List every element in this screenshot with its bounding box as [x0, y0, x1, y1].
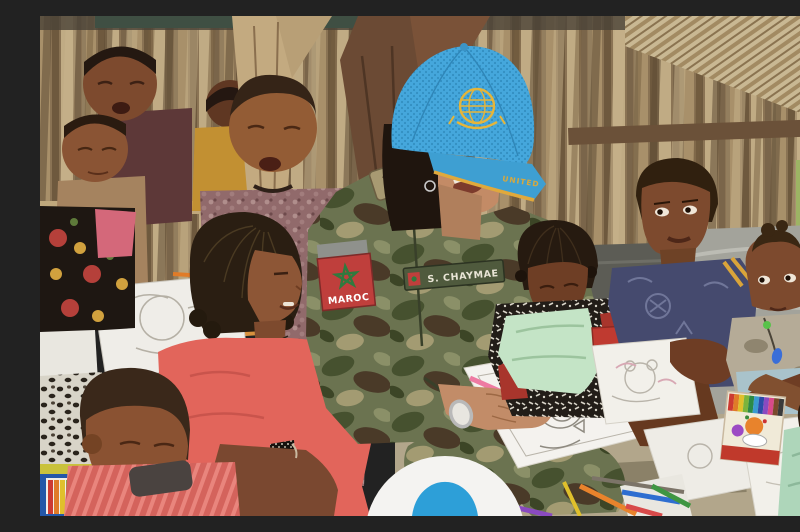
mint-shirt [778, 426, 800, 516]
lips [666, 236, 691, 243]
pupil [785, 275, 791, 281]
mouth [769, 306, 787, 312]
boy-hand-on-page [670, 338, 733, 385]
pupil [685, 207, 691, 213]
hair [230, 74, 316, 118]
morocco-country-patch: MAROC [316, 239, 377, 312]
box-red-band [720, 444, 780, 465]
silver-wristwatch [448, 399, 474, 429]
hair [64, 114, 126, 138]
floral-fabric [40, 206, 136, 334]
braid-curl [189, 309, 207, 327]
eyes [97, 80, 145, 86]
light-trunk-fork [276, 16, 332, 78]
ear [82, 434, 102, 454]
necklace [253, 184, 293, 193]
crying-mouth [259, 157, 281, 171]
hair [797, 404, 800, 432]
neck [438, 184, 482, 240]
vegetation-light [796, 160, 800, 236]
thatch-roof [625, 16, 800, 113]
teeth [283, 302, 294, 306]
braid-tail [585, 266, 597, 278]
pink-fabric [95, 209, 136, 258]
photo-un-peacekeeper-with-children: MAROC S. CHAYMAE [40, 16, 800, 516]
pencil-tip-stripes [727, 393, 785, 417]
head [745, 234, 800, 311]
child-mint [778, 404, 800, 516]
braid-curl [203, 321, 221, 339]
green-bead [763, 321, 771, 329]
hair [84, 46, 156, 76]
cap-seams [411, 46, 519, 157]
brim-gold-trim [433, 170, 535, 202]
shoulder-stripes [722, 256, 752, 288]
crying-mouth [112, 102, 130, 114]
cap-button [460, 43, 468, 51]
eye [273, 271, 289, 276]
eyes [77, 146, 117, 151]
flag-star [411, 276, 417, 282]
pupil [657, 209, 663, 215]
grey-stick [591, 476, 685, 494]
photo-canvas: MAROC S. CHAYMAE [40, 16, 800, 516]
shirt-swirl-print [627, 277, 729, 355]
page-art [611, 359, 661, 403]
braid-tail [515, 270, 527, 282]
downcast-eyes [539, 282, 579, 289]
closed-eyes [247, 124, 301, 131]
braid-lines [203, 225, 287, 303]
nose [295, 285, 302, 291]
green-pentagram-star-icon [331, 262, 360, 290]
un-blue-cap: UNITED [391, 43, 546, 202]
patch-country-label: MAROC [327, 292, 370, 307]
crossed-leg [748, 374, 800, 412]
box-cartoon-art [731, 415, 768, 447]
mouth [87, 171, 109, 175]
page-scrap [40, 330, 98, 386]
tape [402, 259, 506, 291]
page-art [687, 443, 713, 469]
shirt-stain [744, 339, 768, 353]
cap-brim [428, 152, 546, 200]
brows [653, 199, 699, 205]
head [83, 47, 157, 121]
pupil [759, 277, 765, 283]
camo-sleeve [312, 316, 444, 418]
illustrated-pencil-box [719, 390, 787, 466]
bracelet [291, 443, 298, 459]
horizontal-pole [568, 118, 800, 145]
collar [129, 460, 193, 497]
head [229, 84, 317, 172]
un-wreath-globe-emblem-icon [448, 87, 506, 130]
hair-tuft [761, 223, 775, 237]
downcast-eyes [119, 440, 175, 448]
pink-art-marks [615, 362, 677, 385]
velcro-strip [316, 239, 368, 259]
shirt-folds [787, 452, 800, 488]
head [62, 116, 128, 182]
face-profile [247, 250, 302, 326]
arm [210, 444, 338, 516]
hair-tuft [776, 220, 788, 232]
blue-pendant [771, 348, 783, 364]
name-tape: S. CHAYMAE [402, 259, 506, 291]
cloth-folds [511, 324, 587, 362]
smile [279, 303, 299, 310]
hoop-earring [424, 180, 436, 192]
cornrow-lines [527, 225, 583, 277]
